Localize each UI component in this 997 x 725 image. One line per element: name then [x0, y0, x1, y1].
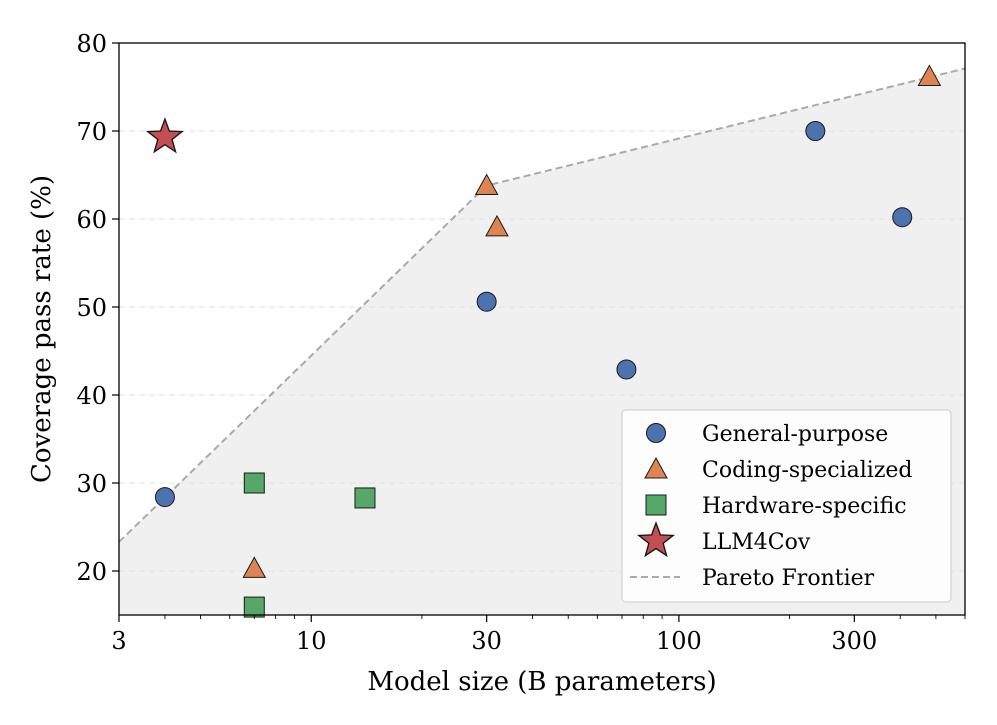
legend: General-purpose Coding-specialized Hardwar…: [621, 409, 952, 603]
legend-label: Pareto Frontier: [702, 566, 875, 591]
point-llm4cov: [145, 117, 184, 154]
point-hardware-specific: [243, 596, 265, 618]
legend-box: [621, 409, 952, 603]
legend-label: Hardware-specific: [702, 494, 907, 519]
legend-label: LLM4Cov: [702, 530, 811, 555]
x-tick-label: 30: [471, 627, 502, 655]
x-axis: 3 10 30 100 300: [111, 615, 966, 655]
x-tick-label: 100: [656, 627, 702, 655]
legend-label: General-purpose: [702, 422, 888, 447]
y-tick-label: 60: [76, 206, 107, 234]
point-coding-specialized: [242, 556, 267, 578]
point-general-purpose: [616, 359, 637, 380]
point-general-purpose: [805, 121, 826, 141]
y-tick-label: 20: [76, 558, 107, 586]
point-hardware-specific: [243, 472, 265, 494]
x-axis-label: Model size (B parameters): [367, 667, 716, 697]
y-tick-label: 80: [76, 30, 107, 58]
y-axis: 20 30 40 50 60 70 80: [76, 30, 119, 586]
y-tick-label: 30: [76, 470, 107, 498]
point-hardware-specific: [354, 487, 376, 509]
y-tick-label: 40: [76, 382, 107, 410]
point-coding-specialized: [917, 64, 942, 86]
point-coding-specialized: [474, 173, 499, 196]
x-tick-label: 3: [111, 627, 126, 655]
y-tick-label: 50: [76, 294, 107, 322]
y-axis-label: Coverage pass rate (%): [27, 175, 57, 483]
point-general-purpose: [476, 291, 497, 312]
x-tick-label: 10: [296, 627, 327, 655]
legend-marker: [644, 456, 668, 479]
legend-marker: [636, 520, 676, 558]
data-points: [145, 64, 942, 618]
point-general-purpose: [154, 487, 175, 508]
legend-marker: [645, 494, 667, 516]
x-tick-label: 300: [831, 627, 877, 655]
legend-label: Coding-specialized: [702, 458, 913, 483]
point-general-purpose: [892, 207, 913, 228]
legend-marker: [646, 423, 666, 443]
plot-frame: [118, 42, 966, 616]
y-tick-label: 70: [76, 118, 107, 146]
point-coding-specialized: [485, 214, 509, 237]
